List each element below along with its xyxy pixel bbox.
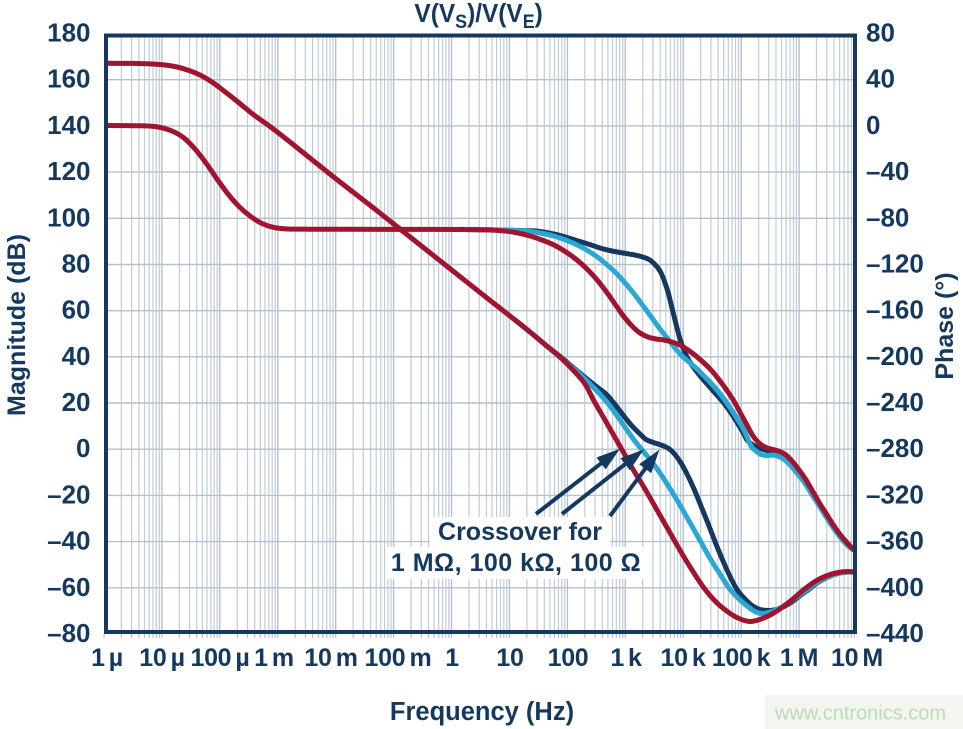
- svg-text:–160: –160: [866, 295, 924, 325]
- svg-text:1 m: 1 m: [254, 644, 294, 672]
- svg-text:10 m: 10 m: [304, 644, 357, 672]
- svg-text:1: 1: [445, 644, 459, 672]
- svg-text:0: 0: [866, 110, 880, 140]
- svg-text:10 M: 10 M: [831, 644, 883, 672]
- svg-text:Magnitude (dB): Magnitude (dB): [3, 234, 31, 416]
- svg-text:0: 0: [76, 433, 90, 463]
- svg-text:–280: –280: [866, 433, 924, 463]
- svg-text:–400: –400: [866, 572, 924, 602]
- svg-text:Phase (°): Phase (°): [931, 272, 959, 379]
- svg-text:–40: –40: [866, 156, 909, 186]
- svg-text:–120: –120: [866, 249, 924, 279]
- svg-text:–40: –40: [47, 526, 90, 556]
- svg-text:–440: –440: [866, 618, 924, 648]
- svg-text:–200: –200: [866, 341, 924, 371]
- svg-text:120: 120: [47, 156, 90, 186]
- svg-text:10 k: 10 k: [661, 644, 706, 672]
- svg-text:1 k: 1 k: [610, 644, 642, 672]
- svg-text:Crossover for: Crossover for: [438, 518, 602, 546]
- svg-text:–80: –80: [47, 618, 90, 648]
- svg-text:–320: –320: [866, 479, 924, 509]
- svg-text:40: 40: [866, 64, 895, 94]
- svg-text:10 µ: 10 µ: [139, 644, 184, 672]
- svg-text:80: 80: [62, 249, 91, 279]
- svg-text:1 M: 1 M: [780, 644, 818, 672]
- svg-text:160: 160: [47, 64, 90, 94]
- svg-text:180: 180: [47, 18, 90, 48]
- svg-text:–20: –20: [47, 479, 90, 509]
- svg-text:Frequency (Hz): Frequency (Hz): [390, 698, 574, 726]
- svg-text:10: 10: [496, 644, 523, 672]
- svg-text:100: 100: [548, 644, 589, 672]
- svg-text:1 µ: 1 µ: [91, 644, 123, 672]
- svg-text:–60: –60: [47, 572, 90, 602]
- svg-text:20: 20: [62, 387, 91, 417]
- svg-text:www.cntronics.com: www.cntronics.com: [774, 703, 946, 725]
- svg-text:–80: –80: [866, 202, 909, 232]
- svg-text:140: 140: [47, 110, 90, 140]
- svg-text:V(VS)/V(VE): V(VS)/V(VE): [414, 0, 542, 32]
- svg-text:60: 60: [62, 295, 91, 325]
- svg-text:80: 80: [866, 18, 895, 48]
- svg-text:100 µ: 100 µ: [190, 644, 249, 672]
- svg-text:40: 40: [62, 341, 91, 371]
- svg-text:–360: –360: [866, 526, 924, 556]
- svg-text:100 m: 100 m: [365, 644, 432, 672]
- svg-text:100: 100: [47, 202, 90, 232]
- svg-text:100 k: 100 k: [712, 644, 771, 672]
- svg-text:–240: –240: [866, 387, 924, 417]
- svg-text:1 MΩ, 100 kΩ, 100 Ω: 1 MΩ, 100 kΩ, 100 Ω: [391, 549, 641, 577]
